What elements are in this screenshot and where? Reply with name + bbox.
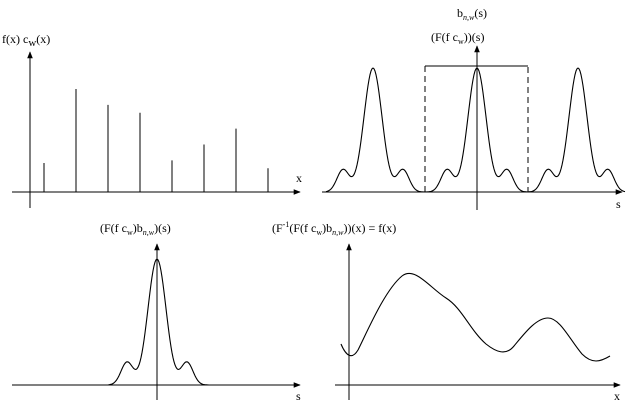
br-reconstructed-curve [340, 273, 611, 362]
tr-title-line2: (F(f cw))(s) [431, 30, 484, 46]
tl-x-label: x [296, 171, 302, 185]
tr-periodic-spectrum-curve [325, 67, 626, 193]
tl-spikes [43, 89, 269, 192]
br-x-label: x [614, 389, 620, 403]
bl-label: (F(f cw)bn,w)(s) [100, 221, 171, 237]
bl-windowed-curve [107, 258, 210, 386]
panel-reconstruction: (F-1(F(f cw)bn,w))(x) = f(x) x [272, 220, 621, 403]
bl-x-label: s [296, 389, 301, 403]
br-label: (F-1(F(f cw)bn,w))(x) = f(x) [272, 220, 396, 237]
tr-title-line1: bn,w(s) [457, 6, 487, 22]
tl-y-label: f(x) cw(x) [2, 32, 50, 49]
tr-window-box [424, 65, 529, 192]
panel-spectrum: bn,w(s) (F(f cw))(s) s [322, 6, 626, 211]
panel-samples: f(x) cw(x) x [2, 32, 302, 208]
tr-x-label: s [616, 197, 621, 211]
panel-windowed-spectrum: (F(f cw)bn,w)(s) s [12, 221, 301, 403]
